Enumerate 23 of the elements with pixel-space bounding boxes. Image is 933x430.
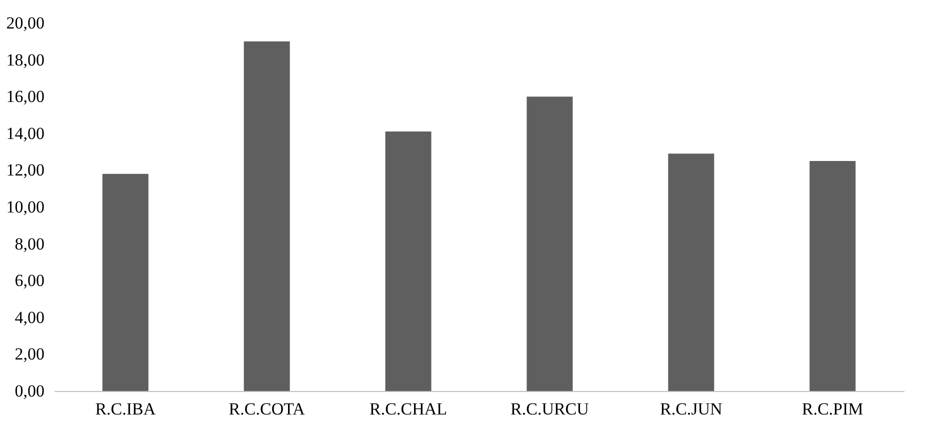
bar bbox=[810, 161, 856, 391]
bar bbox=[244, 41, 290, 391]
y-tick-label: 0,00 bbox=[14, 382, 44, 400]
x-tick-label: R.C.COTA bbox=[228, 400, 306, 418]
x-tick-label: R.C.CHAL bbox=[370, 400, 448, 418]
x-tick-label: R.C.URCU bbox=[510, 400, 589, 418]
bar bbox=[385, 132, 432, 391]
y-tick-label: 4,00 bbox=[14, 308, 44, 327]
x-tick-label: R.C.PIM bbox=[802, 400, 864, 418]
bar bbox=[668, 154, 714, 391]
y-tick-label: 10,00 bbox=[6, 198, 44, 216]
x-tick-label: R.C.IBA bbox=[95, 400, 156, 418]
bar bbox=[102, 174, 148, 391]
y-tick-label: 8,00 bbox=[14, 234, 44, 254]
y-tick-label: 12,00 bbox=[6, 160, 44, 180]
y-tick-label: 2,00 bbox=[14, 344, 44, 364]
y-tick-label: 14,00 bbox=[6, 124, 44, 143]
bar bbox=[526, 96, 573, 391]
x-tick-label: R.C.JUN bbox=[660, 400, 722, 418]
y-tick-label: 16,00 bbox=[6, 87, 44, 106]
y-tick-label: 6,00 bbox=[14, 271, 44, 290]
y-tick-label: 18,00 bbox=[6, 50, 44, 70]
y-tick-label: 20,00 bbox=[6, 14, 44, 32]
